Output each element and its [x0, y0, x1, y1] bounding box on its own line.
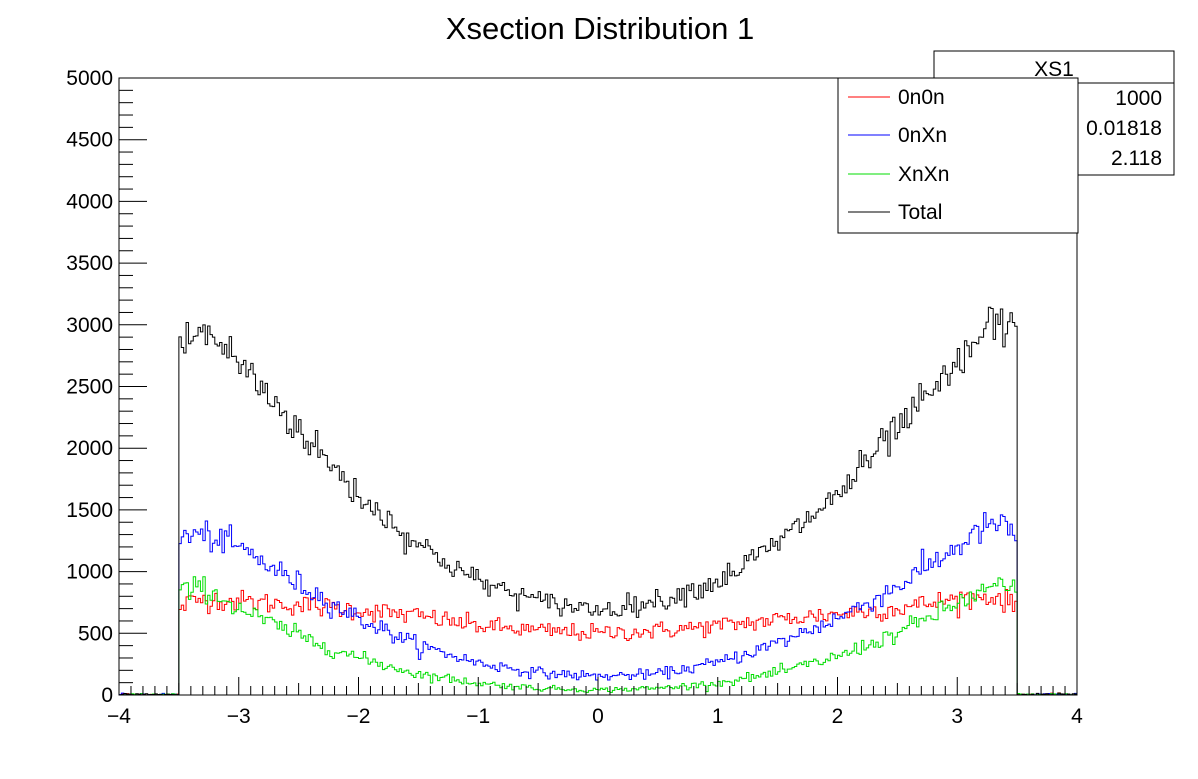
y-tick-label: 3000	[66, 314, 113, 337]
y-tick-label: 5000	[66, 67, 113, 90]
x-tick-label: −3	[227, 705, 251, 728]
legend-label-0nxn: 0nXn	[898, 124, 947, 147]
y-tick-label: 3500	[66, 252, 113, 275]
x-tick-label: 1	[712, 705, 724, 728]
y-tick-label: 2500	[66, 376, 113, 399]
axes: −4 −3 −2 −1 0 1 2 3 4 0 500 1000 1500 2000 2500 3000 350…	[66, 67, 1083, 728]
stats-std-dev-value: 2.118	[1111, 147, 1162, 170]
x-tick-label: −1	[466, 705, 490, 728]
y-tick-label: 4000	[66, 190, 113, 213]
series-line-0n0n	[119, 589, 1077, 696]
x-tick-label: 3	[951, 705, 963, 728]
stats-mean-value: 0.01818	[1086, 117, 1162, 140]
y-tick-label: 0	[101, 684, 113, 707]
x-tick-label: 2	[832, 705, 844, 728]
legend-label-total: Total	[898, 201, 942, 224]
x-tick-label: −4	[107, 705, 131, 728]
legend-frame	[837, 77, 1079, 234]
legend-item-xnxn: XnXn	[848, 163, 949, 186]
y-tick-label: 4500	[66, 129, 113, 152]
x-tick-label: 0	[592, 705, 604, 728]
legend-label-0n0n: 0n0n	[898, 86, 945, 109]
x-tick-label: −2	[347, 705, 371, 728]
x-tick-label: 4	[1071, 705, 1083, 728]
chart-title: Xsection Distribution 1	[446, 11, 754, 46]
legend-item-0nxn: 0nXn	[848, 124, 947, 147]
y-tick-label: 1500	[66, 499, 113, 522]
stats-entries-value: 1000	[1115, 87, 1162, 110]
y-tick-label: 500	[78, 622, 113, 645]
legend: 0n0n 0nXn XnXn Total	[837, 77, 1079, 234]
legend-label-xnxn: XnXn	[898, 163, 949, 186]
y-tick-label: 2000	[66, 437, 113, 460]
series-line-total	[119, 306, 1077, 696]
legend-item-total: Total	[848, 201, 942, 224]
stats-box-title: XS1	[1034, 58, 1074, 81]
y-tick-label: 1000	[66, 561, 113, 584]
legend-item-0n0n: 0n0n	[848, 86, 945, 109]
